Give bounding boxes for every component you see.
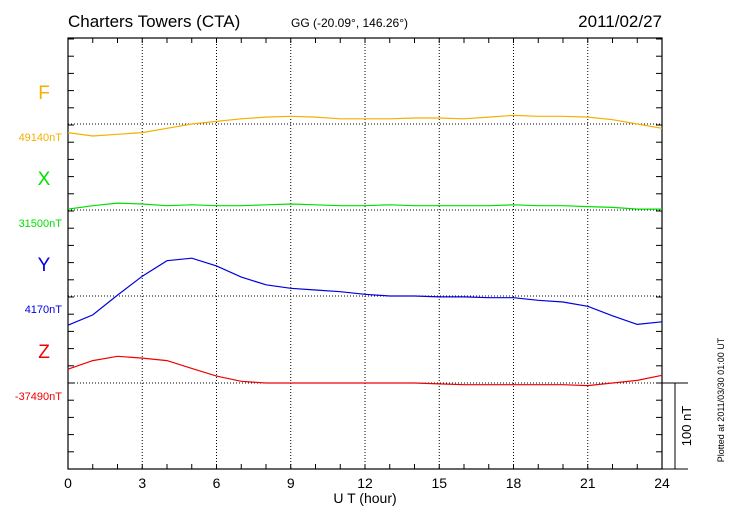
x-tick-label: 24 (654, 475, 670, 491)
x-tick-label: 12 (357, 475, 373, 491)
x-tick-label: 18 (506, 475, 522, 491)
x-tick-label: 0 (64, 475, 72, 491)
series-line-x (67, 202, 662, 210)
chart-title: Charters Towers (CTA) (68, 12, 240, 31)
x-tick-label: 3 (138, 475, 146, 491)
plot-frame (67, 37, 663, 470)
x-tick-label: 6 (213, 475, 221, 491)
series-line-f (67, 114, 663, 137)
x-tick-label: 9 (287, 475, 295, 491)
chart-subtitle: GG (-20.09°, 146.26°) (291, 16, 408, 30)
series-baseline-label: 4170nT (25, 304, 63, 316)
series-baseline-label: 31500nT (19, 218, 63, 230)
series-name-f: F (38, 83, 50, 104)
series-baseline-label: -37490nT (15, 391, 62, 403)
x-tick-label: 21 (580, 475, 596, 491)
x-axis-label: U T (hour) (333, 490, 396, 506)
series-baseline-label: 49140nT (19, 132, 63, 144)
chart-date: 2011/02/27 (578, 12, 662, 31)
series-name-z: Z (38, 342, 50, 363)
series-name-x: X (38, 169, 51, 190)
scale-label: 100 nT (679, 406, 694, 447)
series-name-y: Y (38, 255, 51, 276)
series-line-z (67, 355, 663, 387)
series-line-y (67, 257, 663, 326)
x-tick-label: 15 (431, 475, 447, 491)
plotted-note: Plotted at 2011/03/30 01:00 UT (716, 337, 726, 462)
